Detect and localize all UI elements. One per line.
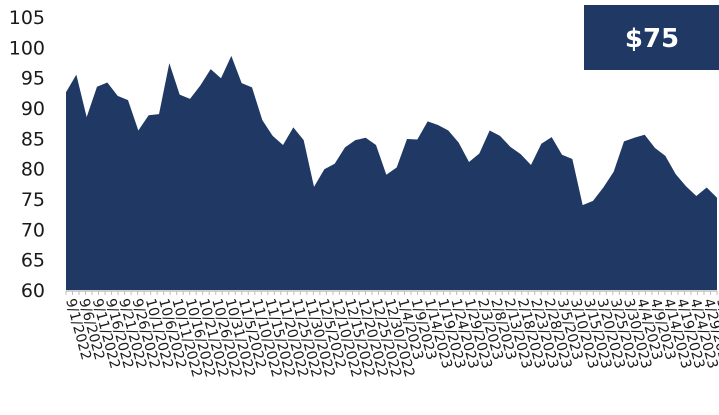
- price-badge: $75: [584, 5, 719, 70]
- y-tick-label: 105: [9, 7, 45, 29]
- y-tick-label: 70: [21, 219, 45, 241]
- y-tick-label: 85: [21, 128, 45, 150]
- y-tick-label: 80: [21, 159, 45, 181]
- x-axis: 9/1/20229/6/20229/11/20229/16/20229/21/2…: [62, 291, 719, 379]
- price-area: [66, 55, 717, 290]
- y-tick-label: 95: [21, 68, 45, 90]
- y-tick-label: 65: [21, 250, 45, 272]
- y-axis: 60 65 70 75 80 85 90 95 100 105: [9, 7, 45, 302]
- price-badge-box: [584, 5, 719, 70]
- y-tick-label: 75: [21, 189, 45, 211]
- y-tick-label: 100: [9, 37, 45, 59]
- price-badge-label: $75: [625, 24, 679, 54]
- y-tick-label: 90: [21, 98, 45, 120]
- y-tick-label: 60: [21, 280, 45, 302]
